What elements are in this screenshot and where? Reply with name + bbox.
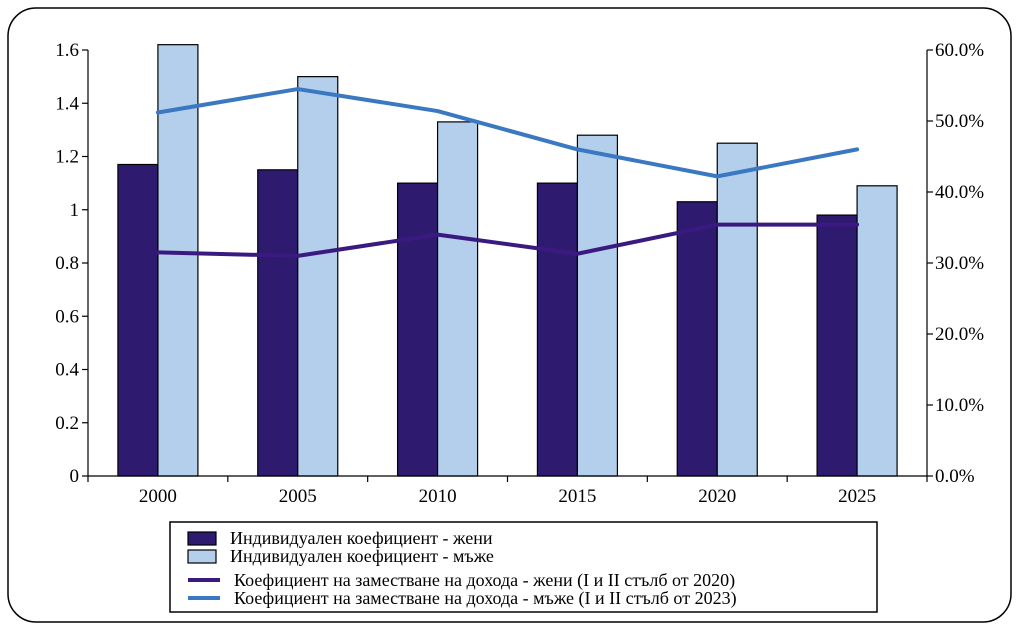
y-left-tick-label: 0.8: [55, 253, 79, 274]
line-men-replacement-rate: [155, 87, 860, 179]
legend: Индивидуален коефициент - жениИндивидуал…: [169, 521, 878, 613]
y-right-tick-label: 40.0%: [935, 182, 984, 203]
bar-men-2025: [856, 185, 898, 477]
bar-women-2005: [257, 169, 299, 477]
legend-label-1: Индивидуален коефициент - жени: [230, 528, 493, 548]
legend-label-2: Индивидуален коефициент - мъже: [230, 546, 494, 566]
y-left-tick-label: 1: [70, 200, 80, 221]
line-women-replacement-rate: [155, 222, 860, 258]
legend-label-4: Коефициент на заместване на дохода - мъж…: [234, 588, 737, 609]
bar-women-2015: [536, 182, 579, 477]
y-left-tick-label: 0.4: [55, 360, 79, 381]
bar-women-2025: [816, 214, 858, 477]
legend-swatch-women-bar: [187, 531, 217, 546]
y-right-tick-label: 0.0%: [935, 466, 975, 487]
bar-women-2000: [117, 163, 159, 477]
legend-swatch-men-bar: [187, 549, 217, 564]
x-tick-label-2025: 2025: [838, 486, 876, 507]
legend-label-3: Коефициент на заместване на дохода - жен…: [234, 570, 735, 591]
y-right-tick-label: 30.0%: [935, 253, 984, 274]
lines-layer: [155, 87, 860, 258]
y-left-tick-label: 0.6: [55, 306, 79, 327]
y-left-tick-label: 0: [70, 466, 80, 487]
x-tick-label-2020: 2020: [698, 486, 736, 507]
y-left-tick-label: 1.4: [55, 93, 79, 114]
bar-men-2015: [576, 134, 619, 477]
axes-layer: 0 0.2 0.4 0.6 0.8 1 1.2 1.4 1.6 0.0% 10.0% 20.0% 30.…: [55, 40, 984, 507]
bar-men-2000: [157, 44, 199, 477]
bar-men-2010: [436, 121, 479, 477]
y-left-tick-label: 1.6: [55, 40, 79, 61]
x-tick-label-2010: 2010: [419, 486, 457, 507]
y-left-tick-label: 1.2: [55, 147, 79, 168]
y-right-tick-label: 20.0%: [935, 324, 984, 345]
bar-men-2020: [716, 142, 758, 477]
bar-women-2010: [396, 182, 439, 477]
bar-men-2005: [297, 76, 339, 477]
bars-layer: [117, 44, 898, 477]
x-tick-label-2005: 2005: [279, 486, 317, 507]
y-right-tick-label: 10.0%: [935, 395, 984, 416]
legend-box: [169, 521, 878, 613]
y-right-tick-label: 60.0%: [935, 40, 984, 61]
x-tick-label-2015: 2015: [558, 486, 596, 507]
y-left-tick-label: 0.2: [55, 413, 79, 434]
bar-women-2020: [676, 201, 718, 477]
x-tick-label-2000: 2000: [139, 486, 177, 507]
y-right-tick-label: 50.0%: [935, 111, 984, 132]
